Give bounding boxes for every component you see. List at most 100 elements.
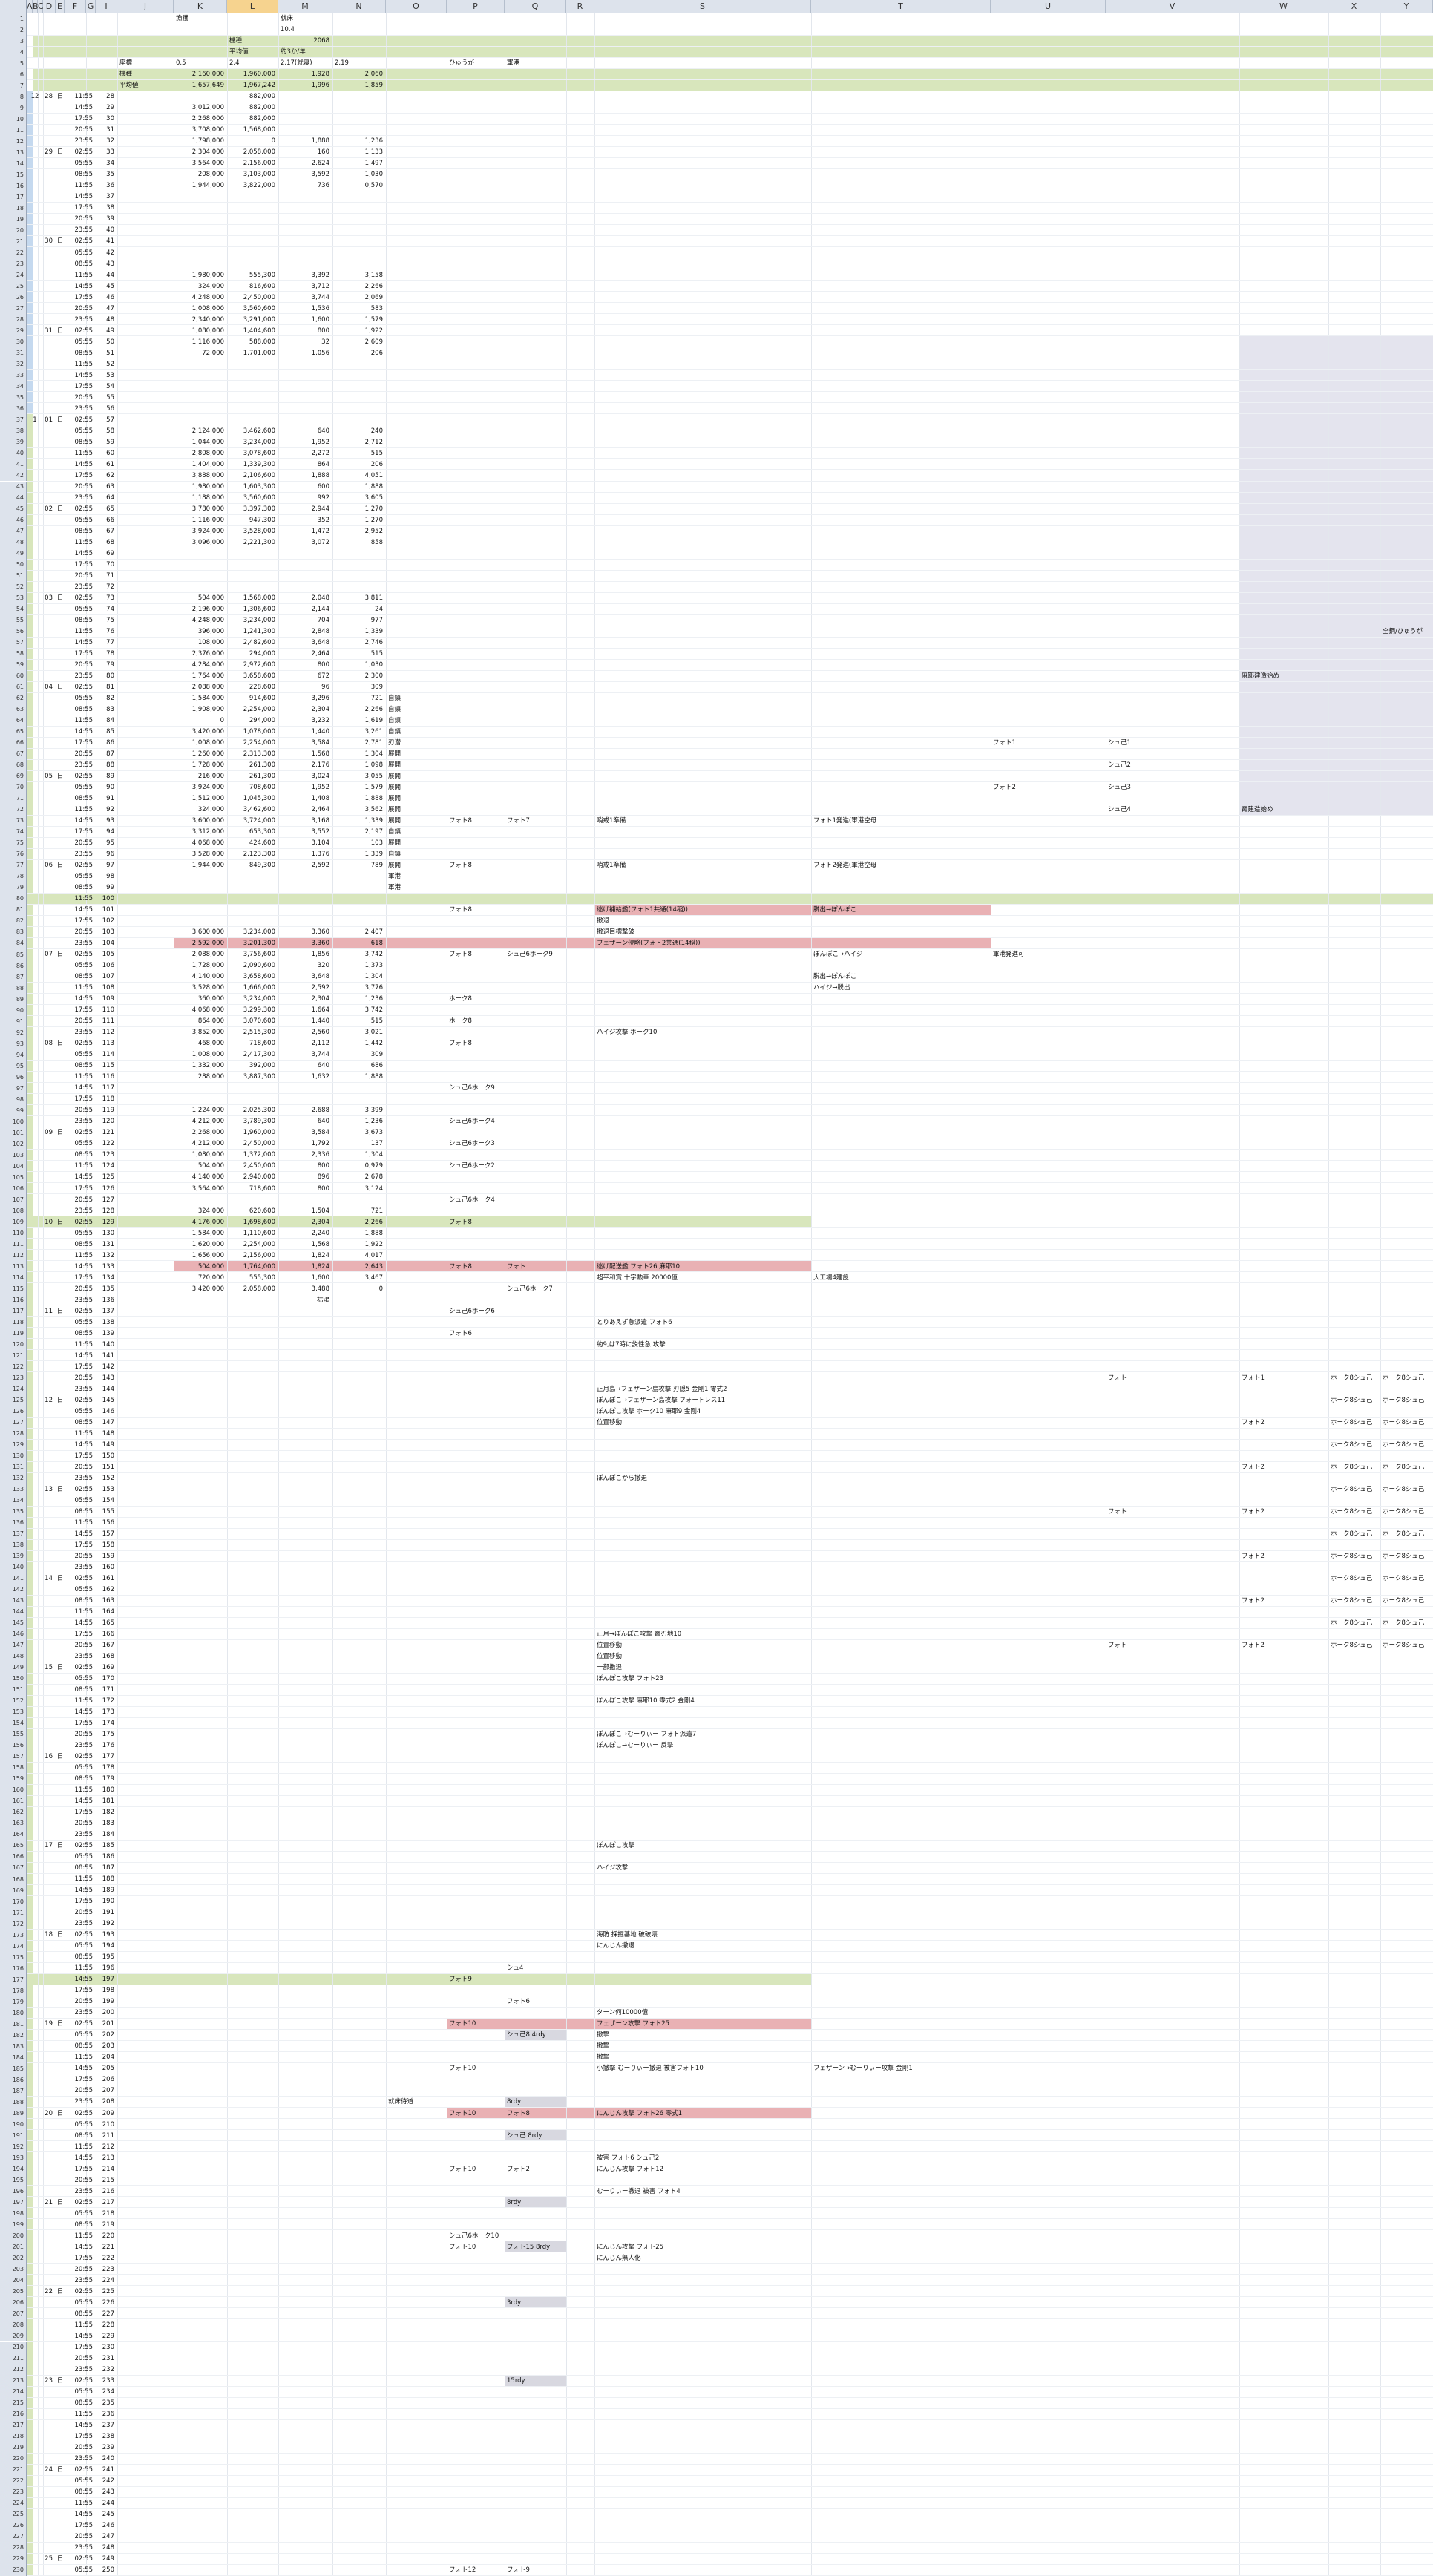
- row-header[interactable]: 215: [0, 2397, 27, 2409]
- row-header[interactable]: 90: [0, 1005, 27, 1017]
- row-header[interactable]: 127: [0, 1417, 27, 1429]
- row-header[interactable]: 66: [0, 737, 27, 749]
- row-header[interactable]: 10: [0, 114, 27, 125]
- column-header-j[interactable]: J: [117, 0, 174, 13]
- row-header[interactable]: 79: [0, 882, 27, 894]
- row-header[interactable]: 180: [0, 2008, 27, 2019]
- row-header[interactable]: 89: [0, 994, 27, 1006]
- row-header[interactable]: 115: [0, 1283, 27, 1295]
- column-header-i[interactable]: I: [96, 0, 117, 13]
- row-header[interactable]: 151: [0, 1684, 27, 1696]
- row-header[interactable]: 15: [0, 169, 27, 181]
- row-header[interactable]: 192: [0, 2141, 27, 2153]
- row-header[interactable]: 190: [0, 2119, 27, 2131]
- column-header-q[interactable]: Q: [505, 0, 566, 13]
- row-header[interactable]: 199: [0, 2219, 27, 2231]
- row-header[interactable]: 21: [0, 236, 27, 248]
- row-header[interactable]: 178: [0, 1985, 27, 1997]
- row-header[interactable]: 97: [0, 1083, 27, 1095]
- row-header[interactable]: 221: [0, 2464, 27, 2476]
- row-header[interactable]: 185: [0, 2063, 27, 2075]
- row-header[interactable]: 69: [0, 770, 27, 782]
- row-header[interactable]: 7: [0, 80, 27, 92]
- row-header[interactable]: 123: [0, 1372, 27, 1384]
- row-header[interactable]: 148: [0, 1651, 27, 1662]
- row-header[interactable]: 102: [0, 1138, 27, 1150]
- row-header[interactable]: 55: [0, 614, 27, 626]
- row-header[interactable]: 59: [0, 659, 27, 671]
- row-header[interactable]: 165: [0, 1840, 27, 1852]
- row-header[interactable]: 157: [0, 1751, 27, 1763]
- row-header[interactable]: 35: [0, 392, 27, 404]
- row-header[interactable]: 149: [0, 1662, 27, 1674]
- row-header[interactable]: 45: [0, 503, 27, 515]
- row-header[interactable]: 125: [0, 1394, 27, 1406]
- row-header[interactable]: 82: [0, 915, 27, 927]
- row-header[interactable]: 162: [0, 1806, 27, 1818]
- row-header[interactable]: 103: [0, 1150, 27, 1161]
- row-header[interactable]: 56: [0, 626, 27, 638]
- row-header[interactable]: 96: [0, 1072, 27, 1084]
- row-header[interactable]: 38: [0, 425, 27, 437]
- column-header-m[interactable]: M: [278, 0, 332, 13]
- column-header-x[interactable]: X: [1328, 0, 1380, 13]
- row-header[interactable]: 224: [0, 2497, 27, 2509]
- row-header[interactable]: 196: [0, 2186, 27, 2198]
- row-header[interactable]: 83: [0, 926, 27, 938]
- row-header[interactable]: 67: [0, 748, 27, 760]
- row-header[interactable]: 182: [0, 2030, 27, 2042]
- row-header[interactable]: 154: [0, 1717, 27, 1729]
- column-header-c[interactable]: C: [38, 0, 44, 13]
- row-header[interactable]: 163: [0, 1818, 27, 1829]
- row-header[interactable]: 187: [0, 2085, 27, 2097]
- row-header[interactable]: 197: [0, 2197, 27, 2209]
- row-header[interactable]: 49: [0, 548, 27, 560]
- row-header[interactable]: 13: [0, 147, 27, 159]
- row-header[interactable]: 50: [0, 559, 27, 571]
- row-header[interactable]: 71: [0, 793, 27, 804]
- row-header[interactable]: 227: [0, 2531, 27, 2543]
- row-header[interactable]: 84: [0, 937, 27, 949]
- column-header-e[interactable]: E: [56, 0, 65, 13]
- row-header[interactable]: 160: [0, 1784, 27, 1796]
- row-header[interactable]: 108: [0, 1205, 27, 1217]
- row-header[interactable]: 169: [0, 1885, 27, 1897]
- row-header[interactable]: 136: [0, 1517, 27, 1529]
- row-header[interactable]: 132: [0, 1472, 27, 1484]
- row-header[interactable]: 61: [0, 681, 27, 693]
- row-header[interactable]: 166: [0, 1851, 27, 1863]
- row-header[interactable]: 70: [0, 781, 27, 793]
- row-header[interactable]: 33: [0, 370, 27, 381]
- row-header[interactable]: 208: [0, 2319, 27, 2331]
- row-header[interactable]: 171: [0, 1907, 27, 1919]
- row-header[interactable]: 194: [0, 2163, 27, 2175]
- column-header-v[interactable]: V: [1106, 0, 1239, 13]
- column-header-u[interactable]: U: [991, 0, 1106, 13]
- row-header[interactable]: 2: [0, 24, 27, 36]
- row-header[interactable]: 91: [0, 1016, 27, 1028]
- row-header[interactable]: 44: [0, 492, 27, 504]
- row-header[interactable]: 31: [0, 347, 27, 359]
- row-header[interactable]: 217: [0, 2419, 27, 2431]
- row-header[interactable]: 205: [0, 2286, 27, 2298]
- row-header[interactable]: 3: [0, 36, 27, 47]
- row-header[interactable]: 11: [0, 125, 27, 137]
- row-header[interactable]: 138: [0, 1539, 27, 1551]
- row-header[interactable]: 152: [0, 1695, 27, 1707]
- row-header[interactable]: 52: [0, 581, 27, 593]
- row-header[interactable]: 92: [0, 1027, 27, 1039]
- row-header[interactable]: 40: [0, 448, 27, 459]
- row-header[interactable]: 142: [0, 1584, 27, 1596]
- row-header[interactable]: 225: [0, 2508, 27, 2520]
- row-header[interactable]: 129: [0, 1439, 27, 1451]
- row-header[interactable]: 212: [0, 2364, 27, 2376]
- row-header[interactable]: 230: [0, 2564, 27, 2576]
- row-header[interactable]: 139: [0, 1550, 27, 1562]
- row-header[interactable]: 63: [0, 704, 27, 715]
- row-header[interactable]: 135: [0, 1506, 27, 1518]
- row-header[interactable]: 34: [0, 381, 27, 393]
- row-header[interactable]: 119: [0, 1328, 27, 1340]
- row-header[interactable]: 42: [0, 470, 27, 482]
- row-header[interactable]: 168: [0, 1874, 27, 1885]
- row-header[interactable]: 195: [0, 2174, 27, 2186]
